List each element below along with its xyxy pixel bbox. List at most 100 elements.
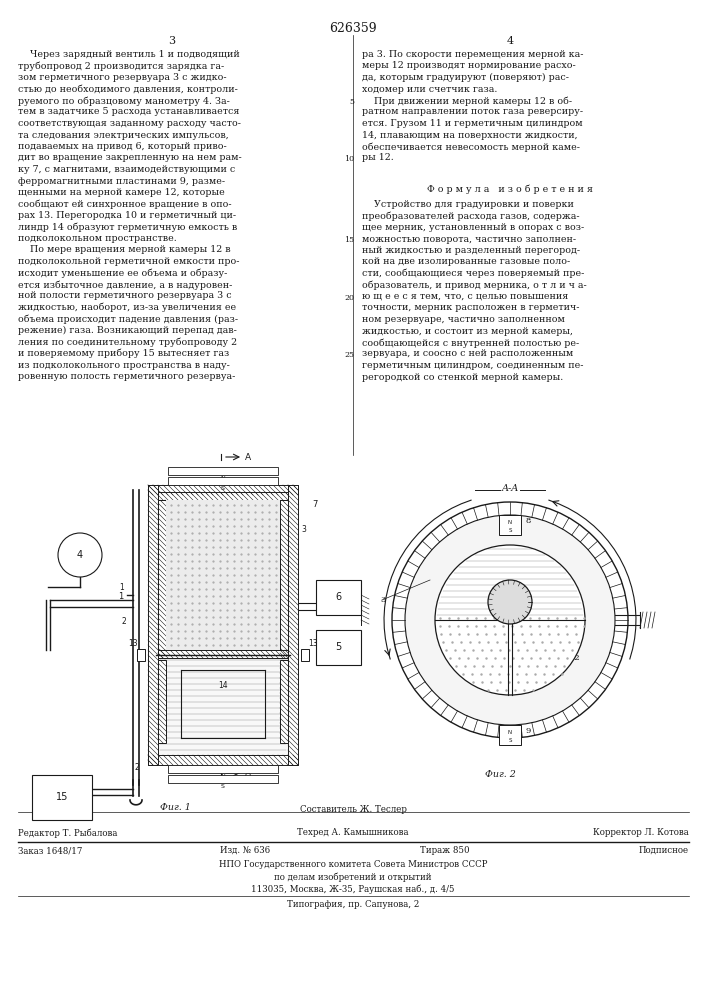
Text: Подписное: Подписное bbox=[639, 846, 689, 855]
Text: точности, мерник расположен в герметич-: точности, мерник расположен в герметич- bbox=[362, 304, 580, 312]
Text: 12: 12 bbox=[218, 520, 228, 530]
Text: 9: 9 bbox=[525, 727, 530, 735]
Text: щее мерник, установленный в опорах с воз-: щее мерник, установленный в опорах с воз… bbox=[362, 223, 584, 232]
Text: объема происходит падение давления (раз-: объема происходит падение давления (раз- bbox=[18, 314, 238, 324]
Text: Ф о р м у л а   и з о б р е т е н и я: Ф о р м у л а и з о б р е т е н и я bbox=[427, 184, 593, 194]
Text: 15: 15 bbox=[56, 792, 68, 802]
Bar bbox=[280, 660, 288, 743]
Text: 6: 6 bbox=[335, 592, 341, 602]
Bar bbox=[158, 492, 288, 500]
Text: жидкостью, и состоит из мерной камеры,: жидкостью, и состоит из мерной камеры, bbox=[362, 326, 573, 336]
Bar bbox=[301, 649, 309, 661]
Text: 13: 13 bbox=[128, 639, 138, 648]
Bar bbox=[158, 500, 166, 658]
Text: жидкостью, наоборот, из-за увеличения ее: жидкостью, наоборот, из-за увеличения ее bbox=[18, 303, 236, 312]
Text: преобразователей расхода газов, содержа-: преобразователей расхода газов, содержа- bbox=[362, 212, 580, 221]
Text: по делам изобретений и открытий: по делам изобретений и открытий bbox=[274, 872, 432, 882]
Text: Тираж 850: Тираж 850 bbox=[420, 846, 469, 855]
Text: 113035, Москва, Ж-35, Раушская наб., д. 4/5: 113035, Москва, Ж-35, Раушская наб., д. … bbox=[251, 884, 455, 894]
Text: 1: 1 bbox=[118, 592, 123, 601]
Text: сообщают ей синхронное вращение в опо-: сообщают ей синхронное вращение в опо- bbox=[18, 200, 232, 209]
Text: 20: 20 bbox=[344, 294, 354, 302]
Text: ной полости герметичного резервуара 3 с: ной полости герметичного резервуара 3 с bbox=[18, 292, 232, 300]
Text: исходит уменьшение ее объема и образу-: исходит уменьшение ее объема и образу- bbox=[18, 268, 228, 278]
Circle shape bbox=[435, 545, 585, 695]
Bar bbox=[168, 765, 278, 773]
Text: A-A: A-A bbox=[501, 484, 519, 493]
Text: 2: 2 bbox=[122, 617, 127, 626]
Text: ходомер или счетчик газа.: ходомер или счетчик газа. bbox=[362, 85, 498, 94]
Text: 25: 25 bbox=[344, 351, 354, 359]
Text: рах 13. Перегородка 10 и герметичный ци-: рах 13. Перегородка 10 и герметичный ци- bbox=[18, 211, 236, 220]
Text: N: N bbox=[508, 520, 512, 524]
Text: можностью поворота, частично заполнен-: можностью поворота, частично заполнен- bbox=[362, 234, 576, 243]
Text: Устройство для градуировки и поверки: Устройство для градуировки и поверки bbox=[362, 200, 574, 209]
Text: 3: 3 bbox=[380, 596, 385, 604]
Text: регородкой со стенкой мерной камеры.: регородкой со стенкой мерной камеры. bbox=[362, 372, 563, 381]
Bar bbox=[137, 649, 145, 661]
Bar bbox=[316, 580, 361, 615]
Text: ра 3. По скорости перемещения мерной ка-: ра 3. По скорости перемещения мерной ка- bbox=[362, 50, 583, 59]
Text: Фиг. 1: Фиг. 1 bbox=[160, 803, 190, 812]
Bar bbox=[168, 467, 278, 475]
Text: ется. Грузом 11 и герметичным цилиндром: ется. Грузом 11 и герметичным цилиндром bbox=[362, 119, 583, 128]
Text: 12: 12 bbox=[570, 654, 580, 662]
Bar bbox=[499, 725, 521, 745]
Text: 7: 7 bbox=[312, 500, 317, 509]
Text: A: A bbox=[245, 452, 251, 462]
Text: Составитель Ж. Теслер: Составитель Ж. Теслер bbox=[300, 805, 407, 814]
Text: Изд. № 636: Изд. № 636 bbox=[220, 846, 270, 855]
Text: ровенную полость герметичного резервуа-: ровенную полость герметичного резервуа- bbox=[18, 372, 235, 381]
Text: подколокольном пространстве.: подколокольном пространстве. bbox=[18, 234, 177, 243]
Text: Заказ 1648/17: Заказ 1648/17 bbox=[18, 846, 83, 855]
Text: 14, плавающим на поверхности жидкости,: 14, плавающим на поверхности жидкости, bbox=[362, 130, 578, 139]
Bar bbox=[499, 515, 521, 535]
Text: кой на две изолированные газовые поло-: кой на две изолированные газовые поло- bbox=[362, 257, 571, 266]
Text: N: N bbox=[221, 477, 226, 482]
Text: зервуара, и соосно с ней расположенным: зервуара, и соосно с ней расположенным bbox=[362, 350, 573, 359]
Text: зом герметичного резервуара 3 с жидко-: зом герметичного резервуара 3 с жидко- bbox=[18, 73, 227, 82]
Text: герметичным цилиндром, соединенным пе-: герметичным цилиндром, соединенным пе- bbox=[362, 361, 583, 370]
Text: Фиг. 2: Фиг. 2 bbox=[484, 770, 515, 779]
Text: 5: 5 bbox=[335, 643, 341, 652]
Text: Через зарядный вентиль 1 и подводящий: Через зарядный вентиль 1 и подводящий bbox=[18, 50, 240, 59]
Text: и поверяемому прибору 15 вытесняет газ: и поверяемому прибору 15 вытесняет газ bbox=[18, 349, 229, 359]
Circle shape bbox=[58, 533, 102, 577]
Text: 8: 8 bbox=[525, 517, 530, 525]
Text: режение) газа. Возникающий перепад дав-: режение) газа. Возникающий перепад дав- bbox=[18, 326, 237, 335]
Bar bbox=[168, 477, 278, 485]
Text: 11: 11 bbox=[555, 586, 566, 594]
Bar bbox=[280, 500, 288, 658]
Bar bbox=[148, 755, 298, 765]
Bar bbox=[158, 495, 288, 755]
Text: S: S bbox=[221, 784, 225, 790]
Text: щенными на мерной камере 12, которые: щенными на мерной камере 12, которые bbox=[18, 188, 225, 197]
Text: 626359: 626359 bbox=[329, 22, 377, 35]
Text: 2: 2 bbox=[134, 764, 139, 772]
Text: 14: 14 bbox=[480, 624, 491, 632]
Bar bbox=[158, 660, 166, 743]
Text: обеспечивается невесомость мерной каме-: обеспечивается невесомость мерной каме- bbox=[362, 142, 580, 151]
Text: N: N bbox=[221, 774, 226, 780]
Circle shape bbox=[488, 580, 532, 624]
Bar bbox=[168, 775, 278, 783]
Text: сообщающейся с внутренней полостью ре-: сообщающейся с внутренней полостью ре- bbox=[362, 338, 579, 348]
Text: 10: 10 bbox=[344, 155, 354, 163]
Text: ный жидкостью и разделенный перегород-: ный жидкостью и разделенный перегород- bbox=[362, 246, 580, 255]
Text: ферромагнитными пластинами 9, разме-: ферромагнитными пластинами 9, разме- bbox=[18, 176, 225, 186]
Text: Типография, пр. Сапунова, 2: Типография, пр. Сапунова, 2 bbox=[287, 900, 419, 909]
Text: 3: 3 bbox=[302, 526, 306, 534]
Text: Корректор Л. Котова: Корректор Л. Котова bbox=[593, 828, 689, 837]
Bar bbox=[288, 485, 298, 765]
Text: дит во вращение закрепленную на нем рам-: дит во вращение закрепленную на нем рам- bbox=[18, 153, 242, 162]
Bar bbox=[148, 485, 298, 495]
Text: из подколокольного пространства в наду-: из подколокольного пространства в наду- bbox=[18, 360, 230, 369]
Text: 14: 14 bbox=[218, 680, 228, 690]
Circle shape bbox=[405, 515, 615, 725]
Text: трубопровод 2 производится зарядка га-: трубопровод 2 производится зарядка га- bbox=[18, 62, 224, 71]
Text: сти, сообщающиеся через поверяемый пре-: сти, сообщающиеся через поверяемый пре- bbox=[362, 269, 585, 278]
Bar bbox=[32, 775, 92, 820]
Text: ется избыточное давление, а в надуровен-: ется избыточное давление, а в надуровен- bbox=[18, 280, 233, 290]
Text: 5: 5 bbox=[349, 98, 354, 106]
Text: подаваемых на привод 6, который приво-: подаваемых на привод 6, который приво- bbox=[18, 142, 227, 151]
